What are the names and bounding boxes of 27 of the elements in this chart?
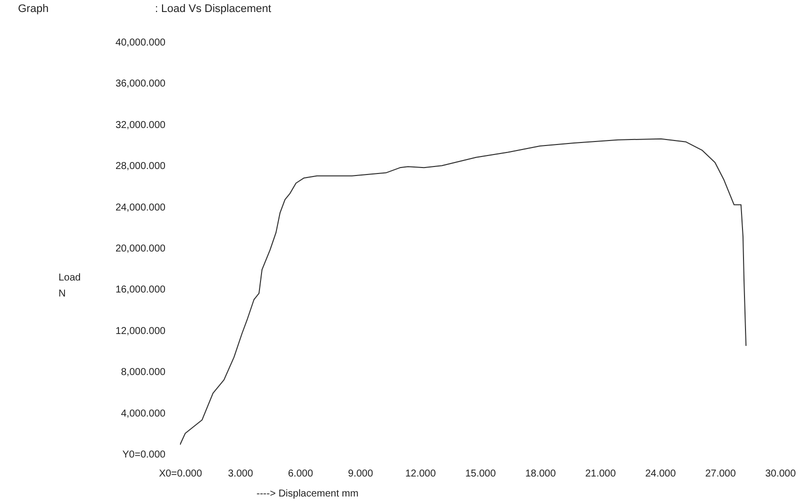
y-tick-label: 12,000.000: [115, 326, 166, 337]
x-tick-label: 15.000: [465, 468, 496, 480]
y-tick-label: 40,000.000: [115, 38, 166, 48]
x-tick-label: 3.000: [228, 468, 254, 480]
y-tick-label: Y0=0.000: [122, 450, 166, 460]
x-axis-title: ----> Displacement mm: [256, 488, 358, 500]
x-tick-label: 30.000: [765, 468, 796, 480]
x-tick-label: 12.000: [405, 468, 436, 480]
x-tick-label: 21.000: [585, 468, 616, 480]
x-tick-label: 6.000: [288, 468, 314, 480]
y-tick-label: 4,000.000: [121, 408, 166, 420]
y-tick-label: 28,000.000: [115, 161, 166, 172]
y-tick-label: 8,000.000: [121, 367, 166, 378]
x-tick-label: 27.000: [705, 468, 736, 480]
chart-subtitle: : Load Vs Displacement: [155, 3, 272, 15]
y-axis-title: Load N: [58, 272, 81, 300]
y-tick-label: 24,000.000: [115, 202, 166, 214]
x-tick-label: X0=0.000: [158, 468, 202, 480]
x-tick-label: 24.000: [645, 468, 676, 480]
x-tick-label: 18.000: [525, 468, 556, 480]
y-tick-label: 16,000.000: [115, 284, 166, 296]
y-tick-label: 32,000.000: [115, 120, 166, 131]
y-tick-label: 36,000.000: [115, 78, 166, 90]
y-tick-label: 20,000.000: [115, 244, 166, 254]
text: Graph: [18, 3, 49, 15]
line-series: [180, 138, 746, 446]
x-tick-label: 9.000: [348, 468, 374, 480]
